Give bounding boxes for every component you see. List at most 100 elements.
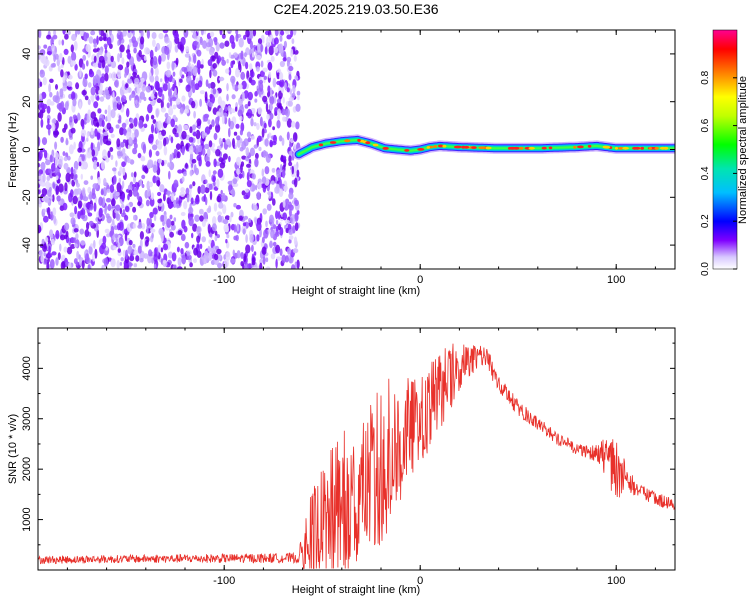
noise-blob: [267, 91, 271, 98]
noise-blob: [127, 184, 133, 191]
noise-blob: [266, 113, 270, 120]
noise-blob: [132, 223, 137, 229]
noise-blob: [192, 181, 196, 187]
track-peak: [463, 145, 470, 149]
noise-blob: [181, 145, 185, 156]
noise-blob: [180, 187, 185, 193]
noise-blob: [77, 200, 83, 209]
noise-blob: [245, 30, 250, 38]
snr-ticks: -100 0 100 1000 2000 3000 4000: [21, 328, 675, 587]
noise-blob: [149, 181, 153, 188]
noise-blob: [255, 152, 259, 160]
noise-blob: [235, 123, 240, 129]
noise-blob: [152, 119, 157, 124]
noise-blob: [265, 266, 271, 269]
noise-blob: [263, 229, 269, 239]
noise-blob: [172, 71, 176, 77]
noise-blob: [184, 241, 190, 249]
noise-blob: [254, 217, 257, 224]
noise-blob: [272, 126, 275, 131]
noise-blob: [180, 211, 186, 217]
noise-blob: [77, 147, 83, 153]
noise-blob: [40, 118, 44, 128]
noise-blob: [52, 194, 55, 203]
noise-blob: [200, 30, 204, 36]
noise-blob: [150, 123, 155, 134]
noise-blob: [130, 118, 135, 124]
noise-blob: [105, 197, 112, 203]
noise-blob: [197, 186, 201, 194]
noise-blob: [192, 131, 197, 137]
noise-blob: [186, 251, 191, 257]
noise-blob: [103, 90, 106, 98]
noise-blob: [295, 103, 301, 112]
noise-blob: [207, 223, 211, 234]
noise-blob: [231, 187, 235, 198]
noise-blob: [199, 215, 204, 222]
noise-blob: [87, 212, 93, 217]
noise-blob: [214, 51, 219, 59]
noise-blob: [117, 30, 121, 36]
noise-blob: [274, 30, 279, 37]
noise-blob: [240, 122, 245, 132]
noise-blob: [87, 264, 91, 269]
noise-blob: [71, 91, 76, 101]
noise-blob: [140, 155, 146, 161]
noise-blob: [39, 250, 43, 257]
noise-blob: [51, 123, 56, 132]
noise-blob: [141, 223, 146, 230]
noise-blob: [116, 138, 121, 148]
noise-blob: [240, 161, 245, 167]
noise-blob: [38, 175, 43, 180]
noise-blob: [62, 202, 68, 211]
noise-blob: [127, 245, 133, 255]
noise-blob: [255, 55, 262, 60]
noise-blob: [281, 137, 285, 146]
noise-blob: [119, 207, 123, 215]
noise-blob: [181, 130, 187, 140]
noise-blob: [151, 232, 154, 239]
noise-blob: [208, 205, 212, 213]
noise-blob: [77, 210, 81, 220]
noise-blob: [202, 40, 207, 49]
noise-blob: [297, 95, 300, 101]
noise-blob: [236, 156, 242, 166]
noise-blob: [98, 89, 104, 95]
noise-blob: [90, 111, 97, 119]
colorbar-tick-label: 0.2: [700, 214, 711, 228]
noise-blob: [154, 80, 160, 91]
noise-blob: [183, 108, 190, 114]
noise-blob: [51, 44, 55, 52]
track-peak: [433, 145, 438, 148]
noise-blob: [259, 82, 264, 92]
noise-blob: [199, 37, 204, 46]
noise-blob: [57, 112, 62, 122]
noise-blob: [284, 82, 287, 90]
noise-blob: [253, 144, 258, 149]
noise-blob: [193, 40, 199, 46]
track-peak: [426, 146, 430, 149]
noise-blob: [216, 248, 222, 255]
noise-blob: [100, 76, 105, 84]
noise-blob: [43, 259, 48, 265]
noise-blob: [49, 259, 55, 269]
noise-blob: [247, 101, 251, 107]
noise-blob: [116, 69, 122, 79]
noise-blob: [199, 98, 203, 107]
noise-blob: [204, 179, 208, 184]
noise-blob: [48, 245, 51, 256]
noise-blob: [296, 90, 301, 96]
noise-blob: [243, 52, 247, 58]
noise-blob: [68, 144, 74, 155]
noise-blob: [239, 115, 243, 121]
noise-blob: [141, 184, 145, 188]
noise-blob: [163, 122, 168, 129]
noise-blob: [213, 202, 218, 212]
noise-blob: [76, 188, 82, 195]
noise-blob: [59, 243, 62, 252]
noise-blob: [86, 60, 89, 67]
snr-ylabel: SNR (10 * v/v): [7, 414, 19, 484]
noise-blob: [153, 264, 157, 269]
noise-blob: [70, 127, 76, 134]
